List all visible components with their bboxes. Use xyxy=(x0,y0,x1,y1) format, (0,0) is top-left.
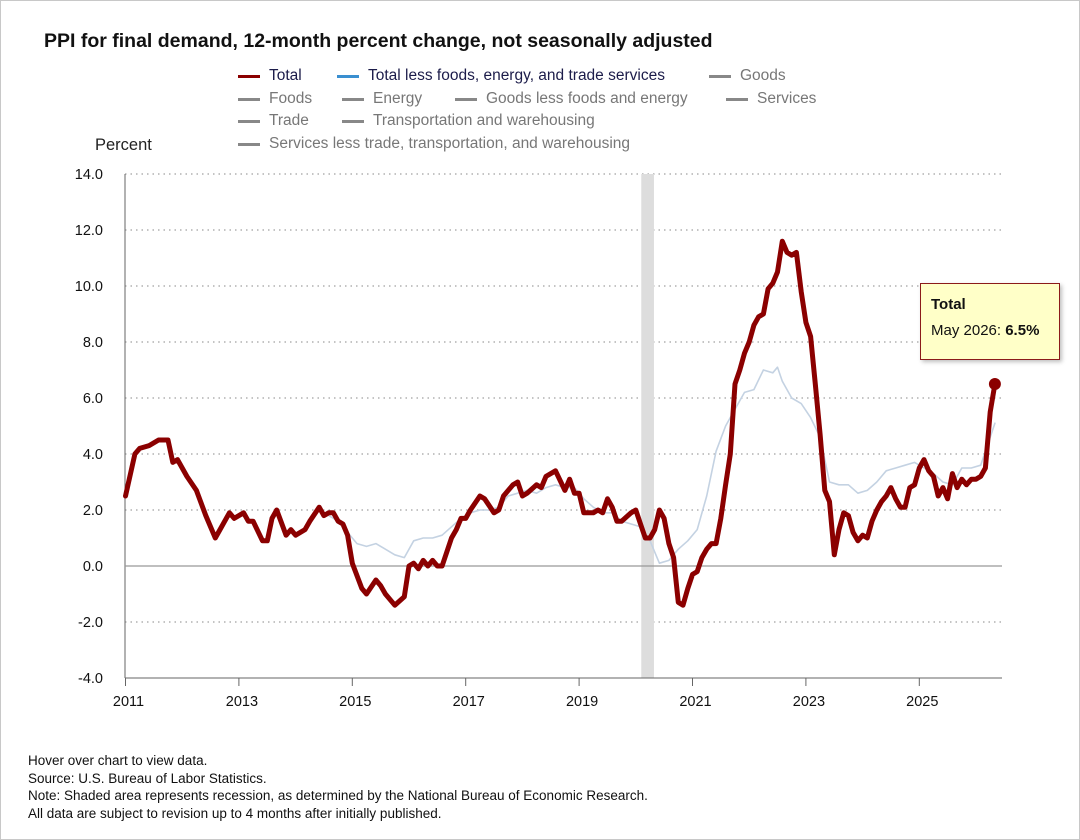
legend-item-total-less-foods-energy-trade[interactable]: Total less foods, energy, and trade serv… xyxy=(337,67,665,85)
series-line-total-less-foods-energy-trade xyxy=(327,366,996,564)
legend-swatch-goods xyxy=(709,74,731,78)
y-tick-label: 2.0 xyxy=(83,503,103,519)
series-line-total xyxy=(123,238,998,608)
x-tick-label: 2017 xyxy=(453,694,485,710)
legend-label-trade: Trade xyxy=(269,112,309,129)
x-tick-label: 2019 xyxy=(566,694,598,710)
axes xyxy=(124,174,1002,686)
recession-band xyxy=(641,174,654,678)
legend-label-services: Services xyxy=(757,90,817,107)
legend-swatch-trade xyxy=(238,119,260,123)
y-tick-label: -2.0 xyxy=(78,615,103,631)
legend-label-goods: Goods xyxy=(740,67,786,84)
legend-item-goods[interactable]: Goods xyxy=(709,67,786,85)
data-point-marker xyxy=(988,378,1001,390)
legend-swatch-energy xyxy=(342,97,364,101)
y-tick-label: 8.0 xyxy=(83,335,103,351)
legend-label-transportation-warehousing: Transportation and warehousing xyxy=(373,112,595,129)
legend-item-transportation-warehousing[interactable]: Transportation and warehousing xyxy=(342,112,595,130)
tooltip-series: Total xyxy=(931,296,966,313)
legend-label-total-less-foods-energy-trade: Total less foods, energy, and trade serv… xyxy=(368,67,665,84)
chart-notes: Hover over chart to view data. Source: U… xyxy=(28,752,648,822)
x-tick-label: 2025 xyxy=(906,694,938,710)
legend-item-foods[interactable]: Foods xyxy=(238,90,312,108)
x-tick-label: 2023 xyxy=(793,694,825,710)
tooltip-body: May 2026: 6.5% xyxy=(931,322,1049,339)
x-tick-label: 2013 xyxy=(226,694,258,710)
legend-item-services-less-trade[interactable]: Services less trade, transportation, and… xyxy=(238,135,630,153)
y-tick-label: 12.0 xyxy=(75,223,103,239)
gridlines xyxy=(125,173,1002,623)
y-axis-label: Percent xyxy=(95,136,152,154)
tooltip-value: 6.5% xyxy=(1005,322,1040,339)
x-tick-labels: 2011 2013 2015 2017 2019 2021 2023 2025 xyxy=(113,694,939,710)
x-tick-label: 2015 xyxy=(339,694,371,710)
x-tick-label: 2021 xyxy=(679,694,711,710)
y-tick-label: 10.0 xyxy=(75,279,103,295)
legend-swatch-services-less-trade xyxy=(238,142,260,146)
note-recession: Note: Shaded area represents recession, … xyxy=(28,788,648,803)
note-source: Source: U.S. Bureau of Labor Statistics. xyxy=(28,770,267,786)
legend-swatch-total xyxy=(238,74,260,78)
tooltip-label: May 2026: xyxy=(931,322,1006,339)
x-tick-label: 2011 xyxy=(113,694,144,710)
y-tick-label: 4.0 xyxy=(83,447,103,463)
y-tick-label: 0.0 xyxy=(83,559,103,575)
legend-swatch-goods-less-foods-energy xyxy=(455,97,477,101)
y-tick-label: 6.0 xyxy=(83,391,103,407)
y-tick-labels: -4.0 -2.0 0.0 2.0 4.0 6.0 8.0 10.0 12.0 14.0 xyxy=(75,167,103,687)
y-tick-label: -4.0 xyxy=(78,671,103,687)
legend-label-total: Total xyxy=(269,67,302,84)
tooltip: Total May 2026: 6.5% xyxy=(920,283,1060,360)
hover-marker xyxy=(988,378,1001,390)
legend-swatch-transportation-warehousing xyxy=(342,119,364,123)
legend-swatch-services xyxy=(726,97,748,101)
series-lines xyxy=(123,238,998,608)
legend-label-energy: Energy xyxy=(373,90,423,107)
line-chart[interactable]: -4.0 -2.0 0.0 2.0 4.0 6.0 8.0 10.0 12.0 14.0 2011… xyxy=(0,0,1080,740)
legend-swatch-total-less-foods-energy-trade xyxy=(337,74,359,78)
recession-shading xyxy=(641,174,654,678)
legend-label-goods-less-foods-energy: Goods less foods and energy xyxy=(486,90,688,107)
chart-title: PPI for final demand, 12-month percent c… xyxy=(44,30,713,52)
legend-item-total[interactable]: Total xyxy=(238,67,302,85)
legend-swatch-foods xyxy=(238,97,260,101)
legend-item-goods-less-foods-energy[interactable]: Goods less foods and energy xyxy=(455,90,688,108)
legend-item-services[interactable]: Services xyxy=(726,90,816,108)
legend-label-foods: Foods xyxy=(269,90,313,107)
note-hover: Hover over chart to view data. xyxy=(28,753,208,768)
y-tick-label: 14.0 xyxy=(75,167,103,183)
note-revision: All data are subject to revision up to 4… xyxy=(28,805,442,821)
legend-item-trade[interactable]: Trade xyxy=(238,112,309,130)
legend-item-energy[interactable]: Energy xyxy=(342,90,422,108)
legend-label-services-less-trade: Services less trade, transportation, and… xyxy=(269,135,631,152)
